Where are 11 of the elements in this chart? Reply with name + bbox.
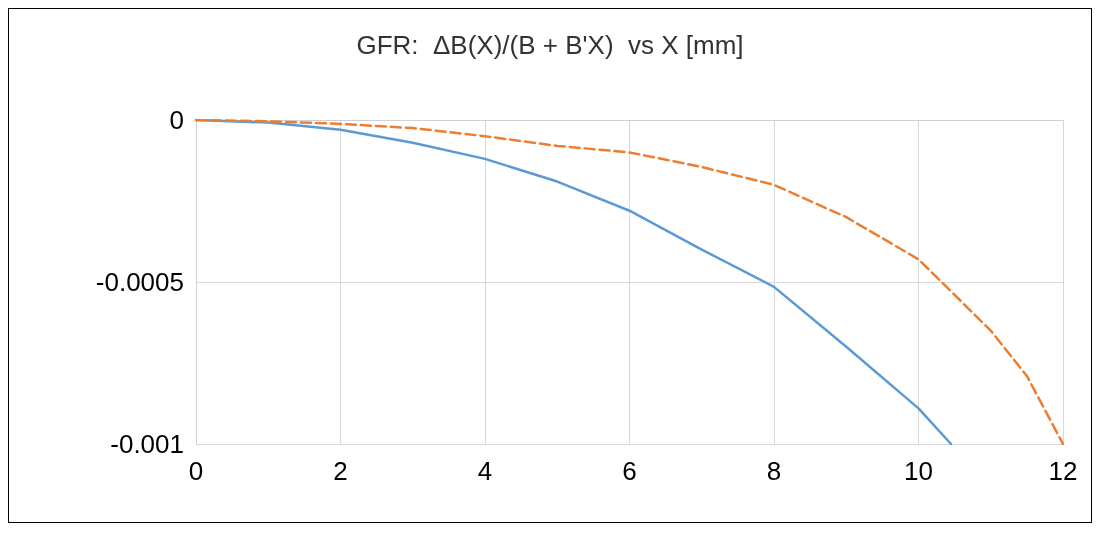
x-tick-label: 4 [477, 456, 493, 486]
x-tick-label: 6 [622, 456, 637, 486]
x-tick-label: 0 [188, 456, 204, 486]
chart-title: GFR: ΔB(X)/(B + B'X) vs X [mm] [356, 30, 744, 60]
y-tick-label: -0.001 [110, 429, 184, 459]
x-tick-label: 8 [766, 456, 782, 486]
y-tick-label: 0 [169, 105, 184, 135]
x-tick-label: 2 [333, 456, 348, 486]
x-tick-label: 12 [1048, 456, 1078, 486]
y-tick-label: -0.0005 [95, 267, 184, 297]
x-tick-label: 10 [904, 456, 933, 486]
